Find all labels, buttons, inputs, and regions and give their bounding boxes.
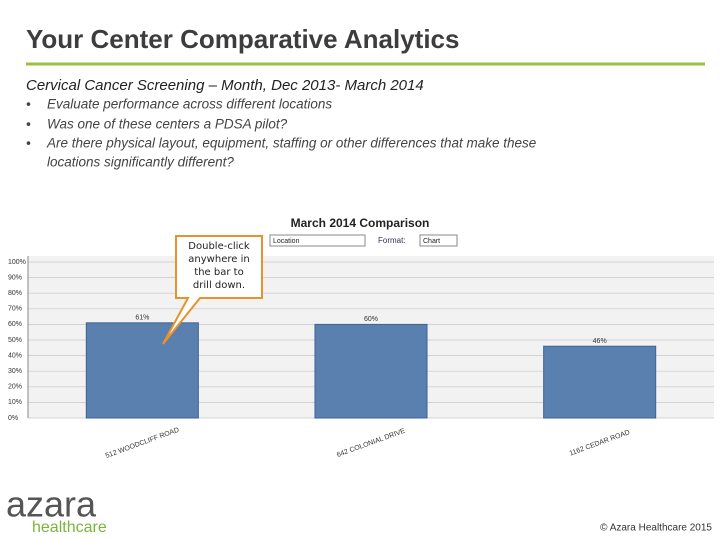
format-select[interactable] [419, 234, 458, 247]
y-tick-label: 70% [8, 306, 22, 313]
callout-text: Double-click anywhere in the bar to dril… [188, 241, 250, 291]
bullet-list: • Evaluate performance across different … [26, 97, 536, 170]
bullet-dot: • [26, 136, 31, 151]
bullet-dot: • [26, 117, 31, 132]
chart-title: March 2014 Comparison [291, 216, 430, 230]
location-select-text: Location [273, 238, 300, 245]
format-select-text: Chart [423, 238, 440, 245]
x-tick-label: 512 WOODCLIFF ROAD [105, 427, 180, 460]
slide-title: Your Center Comparative Analytics [26, 24, 459, 54]
location-select[interactable] [269, 234, 366, 247]
callout-line: Double-click [188, 241, 250, 252]
callout-line: the bar to [194, 267, 243, 278]
bullet-dot: • [26, 97, 31, 112]
callout [162, 235, 263, 345]
y-tick-label: 60% [8, 321, 22, 328]
x-tick-label: 1162 CEDAR ROAD [569, 429, 631, 457]
bar [85, 322, 199, 419]
y-tick-label: 0% [8, 415, 18, 422]
y-tick-label: 80% [8, 290, 22, 297]
bullet: locations significantly different? [47, 155, 234, 170]
bullet: Evaluate performance across different lo… [47, 97, 332, 112]
value-label: 60% [364, 316, 378, 323]
y-tick-label: 90% [8, 274, 22, 281]
subtitle: Cervical Cancer Screening – Month, Dec 2… [26, 77, 424, 94]
value-label: 61% [135, 315, 149, 322]
value-label: 46% [593, 338, 607, 345]
logo-sub: healthcare [32, 519, 107, 536]
y-tick-label: 40% [8, 352, 22, 359]
bullet: Was one of these centers a PDSA pilot? [47, 117, 288, 132]
y-tick-label: 20% [8, 384, 22, 391]
bullet: Are there physical layout, equipment, st… [46, 136, 536, 151]
y-tick-label: 50% [8, 337, 22, 344]
format-label: Format: [378, 236, 406, 245]
y-tick-label: 10% [8, 399, 22, 406]
y-tick-label: 30% [8, 368, 22, 375]
logo: azara [6, 484, 97, 525]
bar [543, 345, 657, 419]
x-tick-label: 642 COLONIAL DRIVE [336, 428, 406, 459]
bar [314, 323, 428, 419]
callout-line: anywhere in [188, 254, 249, 265]
y-tick-label: 100% [8, 259, 26, 266]
footer: © Azara Healthcare 2015 [600, 523, 712, 534]
callout-line: drill down. [193, 280, 245, 291]
